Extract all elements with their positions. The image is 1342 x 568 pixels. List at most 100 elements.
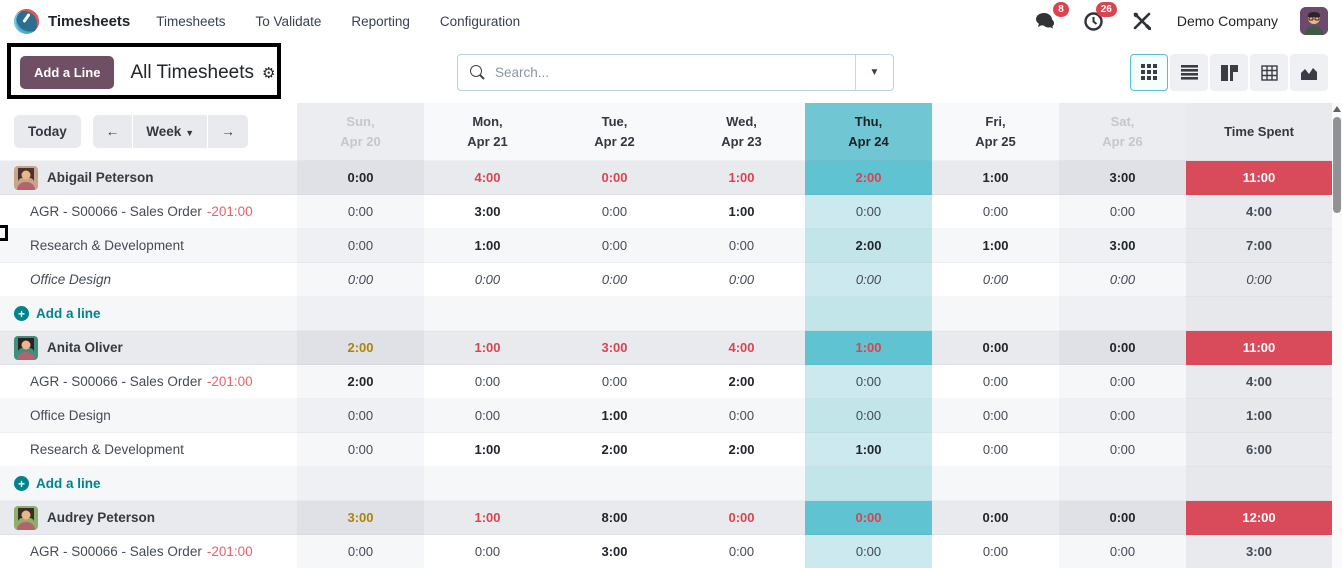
breadcrumb: All Timesheets ⚙	[130, 62, 275, 84]
timesheet-hours-cell[interactable]: 0:00	[551, 195, 678, 229]
timesheet-hours-cell[interactable]: 0:00	[678, 399, 805, 433]
timesheet-hours-cell[interactable]: 0:00	[678, 263, 805, 297]
timesheet-hours-cell[interactable]: 0:00	[805, 263, 932, 297]
add-line-link[interactable]: + Add a line	[0, 467, 297, 501]
empty-day-cell	[551, 297, 678, 331]
timesheet-hours-cell[interactable]: 0:00	[805, 195, 932, 229]
timesheet-row: AGR - S00066 - Sales Order -201:00 0:00 3:0…	[0, 195, 1332, 229]
employee-day-total-cell: 1:00	[424, 331, 551, 365]
timesheet-hours-cell[interactable]: 0:00	[1059, 535, 1186, 568]
timesheet-hours-cell[interactable]: 1:00	[424, 229, 551, 263]
employee-cell[interactable]: Anita Oliver	[0, 331, 297, 365]
menu-reporting[interactable]: Reporting	[351, 13, 410, 29]
timesheet-hours-cell[interactable]: 0:00	[297, 535, 424, 568]
tools-icon[interactable]	[1129, 9, 1155, 33]
view-list-button[interactable]	[1170, 54, 1208, 91]
view-pivot-button[interactable]	[1250, 54, 1288, 91]
timesheet-hours-cell[interactable]: 0:00	[932, 365, 1059, 399]
timesheet-hours-cell[interactable]: 1:00	[678, 195, 805, 229]
day-column-header: Sun, Apr 20	[297, 103, 424, 161]
search-dropdown-toggle[interactable]: ▼	[855, 55, 893, 90]
timesheet-hours-cell[interactable]: 3:00	[1059, 229, 1186, 263]
employee-name: Abigail Peterson	[47, 170, 154, 185]
timesheet-hours-cell[interactable]: 0:00	[805, 535, 932, 568]
employee-day-total-cell: 1:00	[932, 161, 1059, 195]
employee-week-total-cell: 11:00	[1186, 161, 1332, 195]
scroll-up-arrow-icon[interactable]	[1333, 106, 1341, 112]
timesheet-hours-cell[interactable]: 1:00	[805, 433, 932, 467]
search-input[interactable]	[491, 65, 855, 80]
add-a-line-button[interactable]: Add a Line	[20, 56, 115, 89]
timesheet-hours-cell[interactable]: 2:00	[297, 365, 424, 399]
day-column-header: Sat, Apr 26	[1059, 103, 1186, 161]
timesheet-hours-cell[interactable]: 0:00	[297, 399, 424, 433]
overtime-badge: -201:00	[206, 204, 253, 219]
today-button[interactable]: Today	[14, 115, 81, 148]
employee-avatar-image	[14, 505, 38, 530]
menu-timesheets[interactable]: Timesheets	[156, 13, 226, 29]
timesheet-hours-cell[interactable]: 0:00	[424, 399, 551, 433]
timesheet-hours-cell[interactable]: 2:00	[678, 433, 805, 467]
timesheet-hours-cell[interactable]: 0:00	[297, 433, 424, 467]
timesheet-hours-cell[interactable]: 0:00	[424, 365, 551, 399]
timesheet-hours-cell[interactable]: 0:00	[551, 263, 678, 297]
timesheet-row-label: Office Design	[0, 399, 297, 433]
timesheet-hours-cell[interactable]: 1:00	[932, 229, 1059, 263]
timesheet-hours-cell[interactable]: 0:00	[932, 195, 1059, 229]
employee-cell[interactable]: Audrey Peterson	[0, 501, 297, 535]
menu-configuration[interactable]: Configuration	[439, 13, 521, 29]
timesheet-hours-cell[interactable]: 0:00	[551, 365, 678, 399]
project-name: Office Design	[30, 408, 111, 423]
timesheet-hours-cell[interactable]: 3:00	[551, 535, 678, 568]
timesheet-hours-cell[interactable]: 0:00	[932, 399, 1059, 433]
timesheet-hours-cell[interactable]: 0:00	[678, 229, 805, 263]
timesheet-hours-cell[interactable]: 0:00	[805, 365, 932, 399]
employee-cell[interactable]: Abigail Peterson	[0, 161, 297, 195]
timesheet-hours-cell[interactable]: 1:00	[424, 433, 551, 467]
range-dropdown[interactable]: Week ▼	[132, 115, 208, 148]
row-week-total-cell: 0:00	[1186, 263, 1332, 297]
timesheet-hours-cell[interactable]: 0:00	[932, 535, 1059, 568]
timesheet-hours-cell[interactable]: 0:00	[297, 195, 424, 229]
main-menu: Timesheets To Validate Reporting Configu…	[156, 14, 520, 29]
view-graph-button[interactable]	[1290, 54, 1328, 91]
timesheet-hours-cell[interactable]: 0:00	[297, 229, 424, 263]
next-arrow-button[interactable]: →	[207, 115, 248, 148]
timesheet-hours-cell[interactable]: 0:00	[424, 263, 551, 297]
timesheet-hours-cell[interactable]: 0:00	[1059, 365, 1186, 399]
messages-icon[interactable]: 8	[1033, 2, 1069, 33]
timesheet-hours-cell[interactable]: 0:00	[1059, 263, 1186, 297]
timesheet-hours-cell[interactable]: 0:00	[678, 535, 805, 568]
scrollbar-thumb[interactable]	[1333, 117, 1341, 213]
activities-clock-icon[interactable]: 26	[1081, 2, 1117, 33]
timesheet-hours-cell[interactable]: 0:00	[1059, 433, 1186, 467]
activities-badge: 26	[1095, 2, 1117, 17]
search-bar: ▼	[457, 54, 894, 91]
employee-day-total-cell: 3:00	[1059, 161, 1186, 195]
timesheet-hours-cell[interactable]: 0:00	[424, 535, 551, 568]
timesheet-hours-cell[interactable]: 0:00	[1059, 195, 1186, 229]
timesheet-hours-cell[interactable]: 0:00	[805, 399, 932, 433]
timesheet-hours-cell[interactable]: 0:00	[297, 263, 424, 297]
timesheet-hours-cell[interactable]: 2:00	[678, 365, 805, 399]
timesheet-hours-cell[interactable]: 2:00	[805, 229, 932, 263]
row-week-total-cell: 1:00	[1186, 399, 1332, 433]
view-grid-button[interactable]	[1130, 54, 1168, 91]
user-avatar[interactable]	[1300, 7, 1328, 35]
timesheet-hours-cell[interactable]: 0:00	[932, 263, 1059, 297]
add-line-link[interactable]: + Add a line	[0, 297, 297, 331]
vertical-scrollbar[interactable]	[1332, 103, 1342, 568]
view-kanban-button[interactable]	[1210, 54, 1248, 91]
timesheet-hours-cell[interactable]: 0:00	[1059, 399, 1186, 433]
timesheet-hours-cell[interactable]: 1:00	[551, 399, 678, 433]
previous-arrow-button[interactable]: ←	[92, 115, 133, 148]
timesheet-hours-cell[interactable]: 0:00	[551, 229, 678, 263]
company-name[interactable]: Demo Company	[1176, 13, 1278, 29]
project-name: AGR - S00066 - Sales Order	[30, 544, 202, 559]
total-column-header: Time Spent	[1186, 103, 1332, 161]
timesheet-hours-cell[interactable]: 3:00	[424, 195, 551, 229]
menu-to-validate[interactable]: To Validate	[255, 13, 322, 29]
gear-icon[interactable]: ⚙	[262, 64, 276, 82]
timesheet-hours-cell[interactable]: 0:00	[932, 433, 1059, 467]
timesheet-hours-cell[interactable]: 2:00	[551, 433, 678, 467]
